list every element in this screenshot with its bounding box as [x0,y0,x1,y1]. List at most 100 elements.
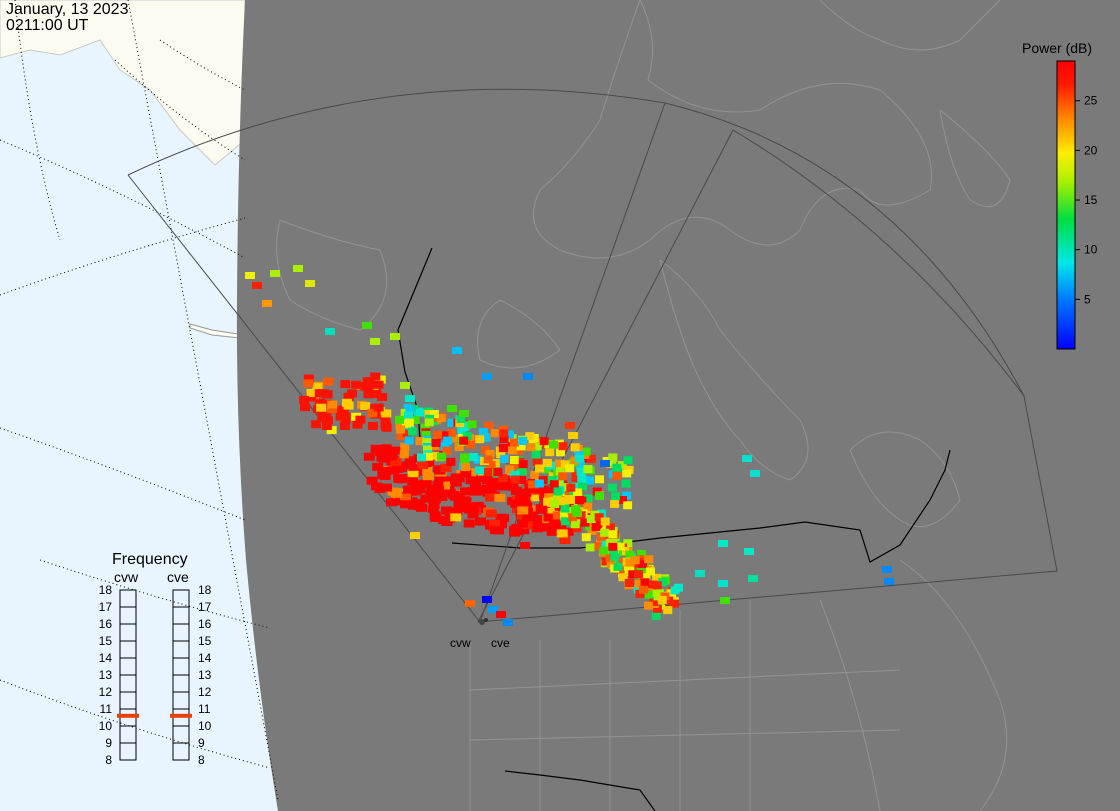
radar-echo-cell [440,463,452,472]
radar-echo-cell [442,476,453,485]
frequency-tick-label: 12 [198,685,212,699]
station-label-cve: cve [491,636,510,650]
radar-echo-cell [415,437,425,446]
radar-echo-cell [535,515,547,524]
radar-echo-cell [531,450,541,459]
radar-echo-cell [608,453,618,462]
radar-echo-cell [612,471,622,480]
radar-echo-cell [374,485,386,493]
radar-echo-cell [565,422,575,429]
radar-echo-cell [370,372,381,381]
radar-echo-cell [548,519,560,528]
radar-echo-cell [423,452,433,461]
radar-echo-cell [618,573,628,582]
radar-echo-cell [366,476,378,485]
radar-echo-cell [545,448,555,457]
radar-echo-cell [482,596,492,603]
colorbar-ticks: 5 10 15 20 25 [1075,94,1098,306]
radar-echo-cell [422,472,434,481]
radar-echo-cell [503,619,513,626]
radar-echo-cell [380,444,392,453]
radar-echo-cell [558,472,568,481]
radar-stations: cvw cve [450,618,510,650]
radar-echo-cell [391,488,403,497]
radar-echo-cell [634,579,644,588]
radar-echo-cell [638,560,648,569]
radar-echo-cell [486,461,496,469]
radar-echo-cell [613,562,623,571]
radar-echo-cell [595,475,604,484]
frequency-tick-label: 10 [198,719,212,733]
frequency-tick-label: 17 [99,600,113,614]
radar-echo-cell [317,412,328,421]
radar-echo-cell [652,573,662,582]
radar-echo-cell [585,476,594,485]
radar-echo-cell [483,468,493,476]
radar-echo-cell [600,460,610,467]
radar-echo-cell [323,377,334,386]
radar-echo-cell [622,469,632,478]
radar-echo-cell [648,580,658,589]
radar-echo-cell [498,474,508,483]
radar-echo-cell [599,546,609,555]
radar-echo-cell [532,442,542,451]
radar-echo-cell [497,481,509,490]
radar-echo-cell [547,508,558,516]
radar-echo-cell [517,506,529,515]
radar-echo-cell [303,374,314,383]
radar-echo-cell [583,465,593,473]
frequency-marker-cve [170,713,192,718]
radar-echo-cell [459,436,469,445]
radar-echo-cell [381,423,392,432]
radar-echo-cell [578,482,588,491]
radar-echo-cell [610,553,620,562]
frequency-tick-label: 8 [198,753,205,767]
radar-echo-cell [644,555,654,564]
radar-echo-cell [373,380,384,389]
radar-echo-cell [539,487,551,496]
radar-echo-cell [322,390,333,399]
radar-echo-cell [554,502,566,511]
radar-echo-cell [340,380,351,389]
radar-echo-cell [514,446,524,455]
radar-echo-cell [303,379,314,388]
radar-echo-cell [399,493,411,502]
radar-echo-cell [433,486,444,495]
radar-echo-cell [635,589,645,598]
radar-echo-cell [605,553,615,562]
radar-echo-cell [326,405,337,414]
radar-echo-cell [402,461,414,470]
radar-echo-cell [610,499,620,508]
radar-echo-cell [431,439,441,447]
radar-echo-cell [434,466,446,475]
radar-echo-cell [475,485,487,494]
radar-echo-cell [394,475,406,483]
radar-echo-cell [586,454,596,463]
radar-echo-cell [381,483,392,492]
radar-echo-cell [377,393,388,401]
radar-echo-cell [475,517,486,526]
radar-echo-cell [410,415,420,424]
radar-echo-cell [489,519,500,528]
radar-echo-cell [628,570,638,579]
radar-echo-cell [750,470,760,477]
radar-echo-cell [485,509,497,518]
radar-echo-cell [371,389,382,398]
radar-echo-cell [742,455,752,462]
radar-echo-cell [342,398,352,407]
radar-echo-cell [622,491,632,500]
radar-echo-cell [490,478,502,486]
radar-echo-cell [430,451,440,460]
radar-echo-cell [586,515,596,523]
radar-echo-cell [525,432,535,441]
radar-echo-cell [651,612,661,620]
radar-echo-cell [270,270,280,277]
radar-echo-cell [405,487,417,496]
frequency-tick-label: 16 [99,617,113,631]
radar-echo-cell [396,432,406,440]
colorbar-tick-label: 20 [1084,143,1098,157]
radar-echo-cell [559,536,571,544]
radar-echo-cell [744,548,754,555]
radar-echo-cell [305,393,316,402]
